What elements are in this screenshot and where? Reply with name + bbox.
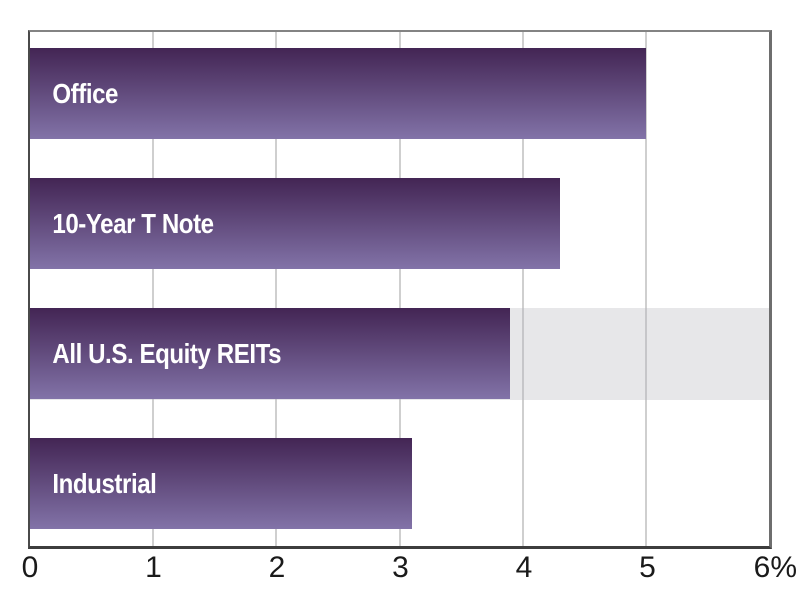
bar-office: Office bbox=[30, 48, 646, 139]
bar-industrial: Industrial bbox=[30, 438, 412, 529]
gridline-1 bbox=[152, 32, 155, 546]
plot-area: Office 10-Year T Note All U.S. Equity REIT… bbox=[28, 30, 772, 549]
bar-10-year-t-note: 10-Year T Note bbox=[30, 178, 560, 269]
x-tick-label-2: 2 bbox=[268, 551, 286, 584]
gridline-2 bbox=[275, 32, 278, 546]
bar-label: 10-Year T Note bbox=[52, 207, 214, 239]
x-tick-label-6pct: 6% bbox=[753, 551, 798, 584]
x-tick-label-5: 5 bbox=[639, 551, 656, 584]
bar-label: Office bbox=[52, 77, 119, 109]
x-tick-label-0: 0 bbox=[21, 551, 39, 584]
x-tick-label-4: 4 bbox=[515, 551, 533, 584]
gridline-3 bbox=[398, 32, 401, 546]
gridline-4 bbox=[521, 32, 524, 546]
bar-all-u-s-equity-reits: All U.S. Equity REITs bbox=[30, 308, 511, 399]
bar-label: Industrial bbox=[52, 467, 157, 499]
x-tick-label-1: 1 bbox=[145, 551, 162, 584]
gridline-overlay-4 bbox=[521, 308, 524, 400]
bar-label: All U.S. Equity REITs bbox=[52, 337, 282, 369]
gridline-5 bbox=[644, 32, 647, 546]
x-tick-label-3: 3 bbox=[392, 551, 409, 584]
gridline-overlay-5 bbox=[644, 308, 647, 400]
x-axis: 0 1 2 3 4 5 6% bbox=[22, 551, 797, 591]
